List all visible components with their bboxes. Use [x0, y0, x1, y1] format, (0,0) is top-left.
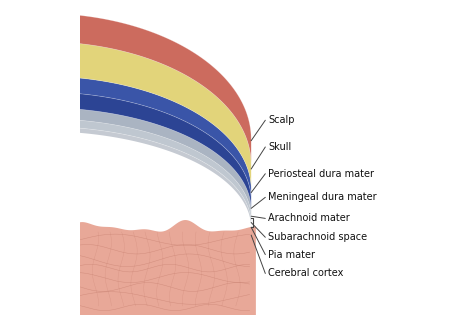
Polygon shape: [74, 120, 251, 224]
Polygon shape: [74, 109, 251, 218]
Text: Cerebral cortex: Cerebral cortex: [268, 269, 344, 278]
Text: Pia mater: Pia mater: [268, 250, 316, 259]
Polygon shape: [74, 43, 251, 190]
Text: Periosteal dura mater: Periosteal dura mater: [268, 169, 374, 179]
Polygon shape: [74, 128, 251, 228]
Polygon shape: [74, 15, 251, 164]
Text: Scalp: Scalp: [268, 115, 295, 125]
Text: Arachnoid mater: Arachnoid mater: [268, 213, 350, 223]
Polygon shape: [74, 93, 251, 210]
Text: Skull: Skull: [268, 142, 292, 152]
Text: Meningeal dura mater: Meningeal dura mater: [268, 192, 377, 202]
Polygon shape: [74, 77, 251, 200]
Text: Subarachnoid space: Subarachnoid space: [268, 232, 367, 242]
Polygon shape: [64, 220, 256, 315]
